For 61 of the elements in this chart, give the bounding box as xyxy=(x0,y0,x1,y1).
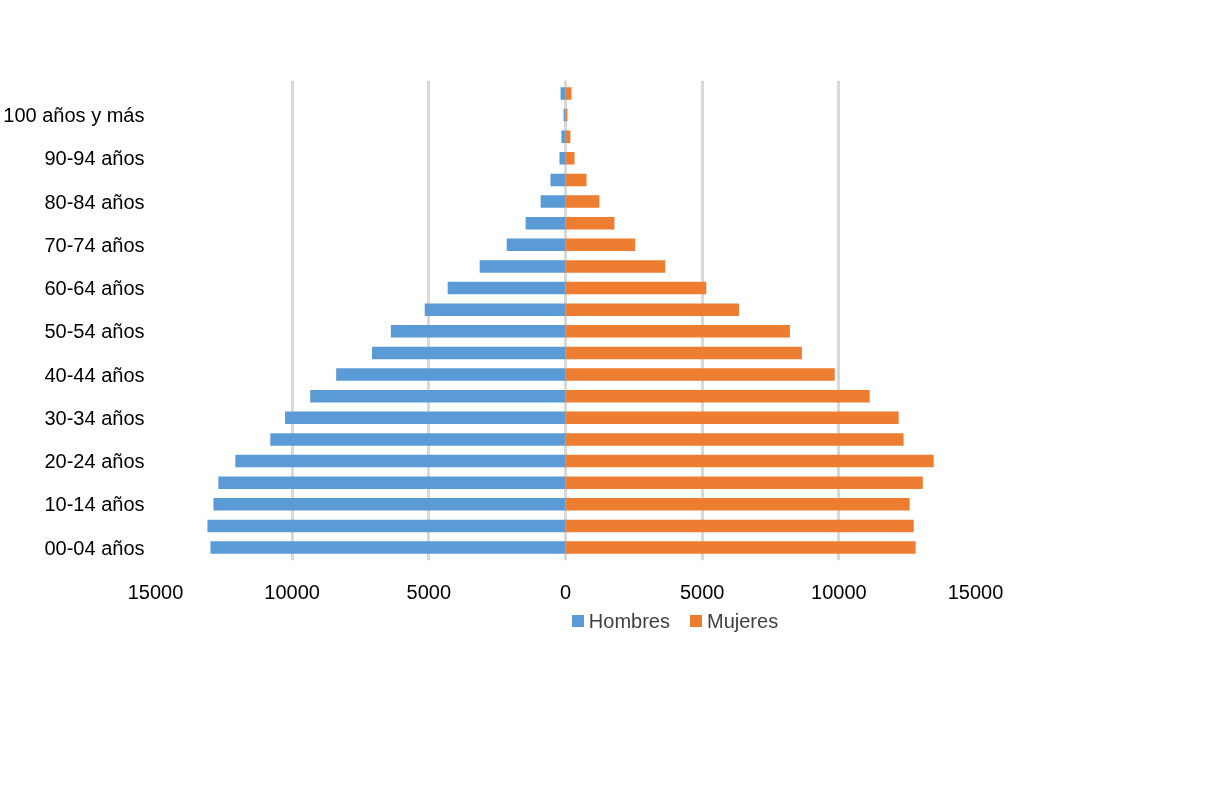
x-tick-label: 10000 xyxy=(811,580,867,603)
bar xyxy=(540,195,566,208)
y-tick-label: 80-84 años xyxy=(44,190,145,213)
bar xyxy=(565,173,587,187)
bar xyxy=(550,173,566,187)
bar xyxy=(525,216,566,230)
bar xyxy=(565,195,600,208)
y-tick-label: 70-74 años xyxy=(44,233,145,256)
bar xyxy=(565,303,740,316)
bar xyxy=(565,216,615,230)
bar xyxy=(235,454,566,468)
bar xyxy=(565,281,707,295)
x-tick-label: 5000 xyxy=(406,580,452,603)
bar xyxy=(210,541,566,554)
x-tick-label: 10000 xyxy=(264,580,320,603)
bar xyxy=(207,519,566,533)
bar xyxy=(218,476,566,489)
bar xyxy=(565,87,572,100)
y-tick-label: 60-64 años xyxy=(44,277,145,300)
bar xyxy=(336,368,566,381)
legend-label: Mujeres xyxy=(707,608,779,634)
bar xyxy=(565,541,916,554)
bar xyxy=(565,346,802,360)
bar xyxy=(506,238,566,252)
bar xyxy=(213,498,566,511)
x-tick-label: 15000 xyxy=(127,580,184,603)
bar xyxy=(565,519,914,533)
y-tick-label: 20-24 años xyxy=(44,450,145,473)
bar xyxy=(310,389,566,403)
bar xyxy=(565,368,835,381)
y-tick-label: 100 años y más xyxy=(3,104,145,127)
y-tick-label: 10-14 años xyxy=(44,493,145,516)
bar xyxy=(447,281,566,295)
y-tick-label: 40-44 años xyxy=(44,363,145,386)
bar xyxy=(565,389,870,403)
y-tick-label: 50-54 años xyxy=(44,320,145,343)
bar xyxy=(565,260,666,273)
bar xyxy=(565,433,904,446)
bar xyxy=(371,346,566,360)
bar xyxy=(479,260,566,273)
bar xyxy=(565,238,636,252)
bar xyxy=(561,130,566,143)
bar xyxy=(559,152,566,165)
bar xyxy=(565,498,910,511)
x-tick-label: 0 xyxy=(559,580,572,603)
bar xyxy=(565,476,923,489)
y-tick-label: 30-34 años xyxy=(44,406,145,429)
bar xyxy=(565,411,899,425)
x-tick-label: 5000 xyxy=(679,580,725,603)
bar xyxy=(270,433,566,446)
bar xyxy=(565,152,575,165)
legend-label: Hombres xyxy=(588,608,670,634)
bar xyxy=(565,325,790,338)
y-tick-label: 00-04 años xyxy=(44,536,145,559)
bar xyxy=(560,87,566,100)
bar xyxy=(285,411,566,425)
bar xyxy=(424,303,566,316)
bar xyxy=(565,454,934,468)
x-tick-label: 15000 xyxy=(947,580,1004,603)
bar xyxy=(390,325,566,338)
y-tick-label: 90-94 años xyxy=(44,147,145,170)
